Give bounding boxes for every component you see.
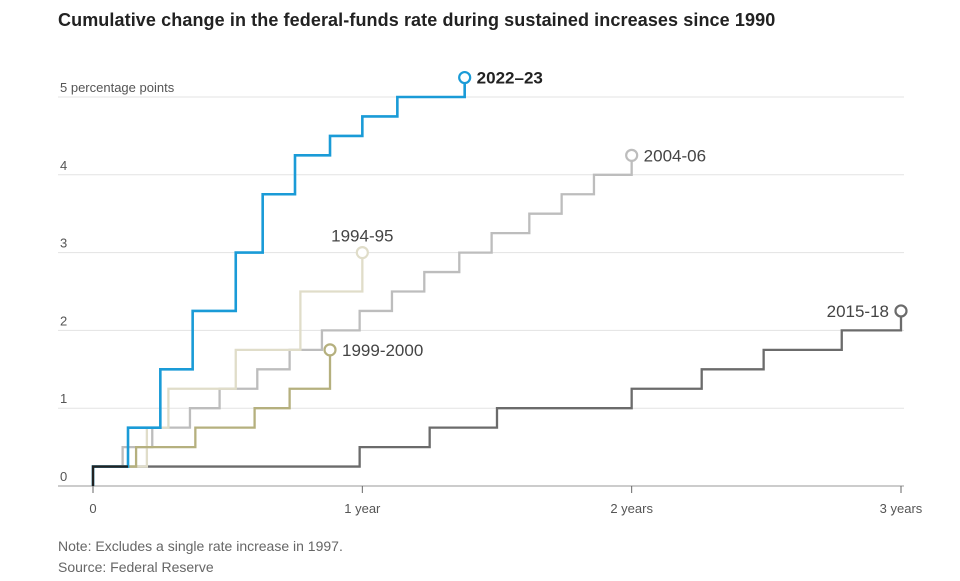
series-group <box>91 70 908 486</box>
x-tick-label: 1 year <box>344 501 381 516</box>
series-label-2022–23: 2022–23 <box>477 69 543 88</box>
series-line-2022–23 <box>91 77 466 486</box>
y-tick-label: 0 <box>60 469 67 484</box>
axes: 0 1 2 3 4 5 percentage points 0 1 year 2 years 3 … <box>58 80 923 516</box>
y-tick-label: 4 <box>60 158 67 173</box>
chart-svg: 0 1 2 3 4 5 percentage points 0 1 year 2 years 3 … <box>58 69 923 516</box>
series-line-2015-18 <box>91 310 903 486</box>
series-line-2004-06 <box>91 155 633 486</box>
x-tick-label: 2 years <box>610 501 653 516</box>
chart-note: Note: Excludes a single rate increase in… <box>58 538 343 554</box>
series-endpoint-2022–23 <box>458 70 472 85</box>
series-endpoint-2015-18 <box>894 304 908 318</box>
series-line-1994-95 <box>91 252 364 486</box>
series-endpoint-1999-2000 <box>323 343 337 357</box>
y-tick-label: 1 <box>60 391 67 406</box>
series-endpoint-1994-95 <box>355 246 369 260</box>
series-label-1994-95: 1994-95 <box>331 227 393 246</box>
series-line-1999-2000 <box>91 349 332 486</box>
x-tick-label: 0 <box>89 501 96 516</box>
series-label-2004-06: 2004-06 <box>644 146 706 165</box>
x-tick-label: 3 years <box>880 501 923 516</box>
y-tick-label: 2 <box>60 313 67 328</box>
chart-source: Source: Federal Reserve <box>58 559 214 575</box>
series-label-1999-2000: 1999-2000 <box>342 341 423 360</box>
shared-start-segment <box>91 465 129 486</box>
series-labels: 2015-18 2004-06 1994-95 1999-2000 2022–23 <box>331 69 889 360</box>
y-tick-label: 3 <box>60 236 67 251</box>
y-tick-label: 5 percentage points <box>60 80 175 95</box>
series-endpoint-2004-06 <box>625 148 639 162</box>
chart-title: Cumulative change in the federal-funds r… <box>58 10 776 30</box>
series-label-2015-18: 2015-18 <box>827 302 889 321</box>
